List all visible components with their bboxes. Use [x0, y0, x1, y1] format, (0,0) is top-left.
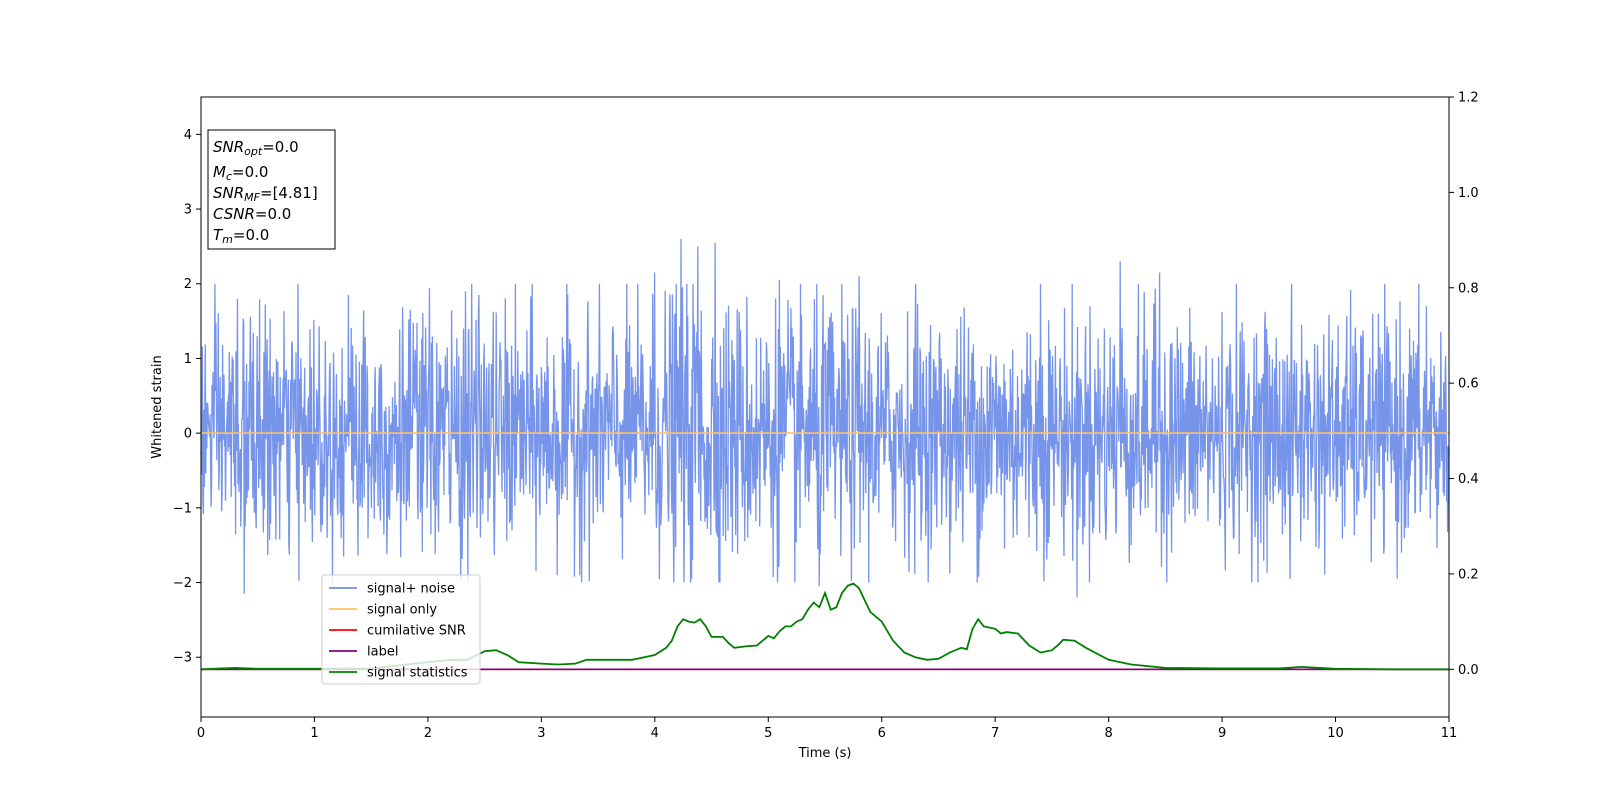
x-tick-label: 2	[424, 726, 432, 741]
y-tick-label: −2	[173, 576, 192, 591]
x-tick-label: 1	[310, 726, 318, 741]
x-tick-label: 8	[1104, 726, 1112, 741]
x-tick-label: 10	[1327, 726, 1344, 741]
x-tick-label: 9	[1218, 726, 1226, 741]
x-tick-label: 0	[197, 726, 205, 741]
legend-label: cumilative SNR	[367, 624, 466, 639]
annotation-line: SNRMF=[4.81]	[213, 184, 318, 204]
x-tick-label: 11	[1441, 726, 1458, 741]
x-tick-label: 6	[878, 726, 886, 741]
y2-tick-label: 0.4	[1458, 472, 1479, 487]
y-tick-label: −3	[173, 651, 192, 666]
y2-tick-label: 0.2	[1458, 567, 1479, 582]
annotation-line: CSNR=0.0	[213, 205, 291, 223]
x-tick-label: 3	[537, 726, 545, 741]
legend: signal+ noise signal only cumilative SNR la…	[321, 574, 481, 685]
y2-tick-label: 1.2	[1458, 91, 1479, 106]
legend-item-label: label	[329, 645, 398, 660]
y2-tick-label: 0.0	[1458, 663, 1479, 678]
legend-item-signal-noise: signal+ noise	[329, 582, 455, 597]
y2-tick-label: 1.0	[1458, 186, 1479, 201]
legend-item-signal-only: signal only	[329, 603, 437, 618]
y-axis-label: Whitened strain	[150, 355, 165, 458]
legend-label: signal only	[367, 603, 437, 618]
y-tick-label: 0	[184, 427, 192, 442]
y-tick-label: 3	[184, 203, 192, 218]
y-tick-label: 2	[184, 277, 192, 292]
y-axis-right: 0.0 0.2 0.4 0.6 0.8 1.0 1.2	[1449, 91, 1479, 678]
legend-item-signal-statistics: signal statistics	[329, 666, 468, 681]
y2-tick-label: 0.8	[1458, 281, 1479, 296]
legend-label: label	[367, 645, 398, 660]
annotation-line: Mc=0.0	[213, 163, 268, 183]
x-tick-label: 7	[991, 726, 999, 741]
y-tick-label: 4	[184, 128, 192, 143]
x-tick-label: 4	[651, 726, 659, 741]
x-tick-label: 5	[764, 726, 772, 741]
series-signal-statistics-line	[200, 582, 1449, 671]
x-axis: 0 1 2 3 4 5 6 7 8 9 10 11	[197, 717, 1457, 741]
annotation-frame	[207, 129, 336, 250]
x-axis-label: Time (s)	[798, 746, 852, 761]
axes-frame	[200, 96, 1450, 718]
legend-frame	[321, 574, 481, 685]
legend-label: signal+ noise	[367, 582, 455, 597]
y-tick-label: 1	[184, 352, 192, 367]
y2-tick-label: 0.6	[1458, 377, 1479, 392]
annotation-line: Tm=0.0	[213, 226, 269, 246]
series-signal-noise-line	[200, 238, 1450, 598]
legend-item-cumilative-snr: cumilative SNR	[329, 624, 466, 639]
y-axis-left: −3 −2 −1 0 1 2 3 4	[173, 128, 201, 666]
legend-label: signal statistics	[367, 666, 468, 681]
annotation-line: SNRopt=0.0	[213, 138, 299, 158]
y-tick-label: −1	[173, 501, 192, 516]
